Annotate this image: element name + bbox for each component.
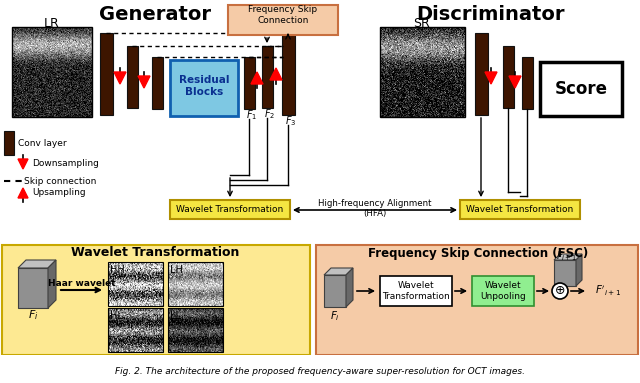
Text: Conv layer: Conv layer bbox=[18, 139, 67, 147]
Bar bbox=[503, 46, 514, 108]
Bar bbox=[554, 260, 576, 286]
Bar bbox=[4, 131, 14, 155]
Bar bbox=[324, 275, 346, 307]
Text: HH: HH bbox=[110, 265, 125, 275]
Text: $F'_{i+1}$: $F'_{i+1}$ bbox=[595, 284, 621, 298]
Bar bbox=[12, 27, 92, 117]
Polygon shape bbox=[576, 254, 582, 286]
Text: High-frequency Alignment: High-frequency Alignment bbox=[318, 198, 432, 208]
Polygon shape bbox=[485, 72, 497, 84]
Bar bbox=[522, 57, 533, 109]
Text: Score: Score bbox=[554, 80, 607, 98]
Text: Generator: Generator bbox=[99, 5, 211, 23]
Polygon shape bbox=[18, 260, 56, 268]
Polygon shape bbox=[554, 254, 582, 260]
Text: $F_2$: $F_2$ bbox=[264, 107, 276, 121]
Bar bbox=[127, 46, 138, 108]
Bar bbox=[244, 57, 255, 109]
Text: $F_i$: $F_i$ bbox=[330, 309, 340, 323]
Bar bbox=[170, 200, 290, 219]
Polygon shape bbox=[18, 159, 28, 169]
Text: Haar wavelet: Haar wavelet bbox=[48, 278, 116, 288]
Bar bbox=[0, 355, 640, 383]
Text: Downsampling: Downsampling bbox=[32, 159, 99, 167]
Text: $F_3$: $F_3$ bbox=[285, 114, 297, 128]
Polygon shape bbox=[251, 72, 263, 84]
Text: Wavelet Transformation: Wavelet Transformation bbox=[177, 205, 284, 213]
Bar bbox=[472, 276, 534, 306]
Text: Fig. 2. The architecture of the proposed frequency-aware super-resolution for OC: Fig. 2. The architecture of the proposed… bbox=[115, 367, 525, 375]
Bar bbox=[18, 268, 48, 308]
Text: Upsampling: Upsampling bbox=[32, 188, 86, 196]
Text: LL: LL bbox=[170, 311, 181, 321]
Text: Wavelet
Transformation: Wavelet Transformation bbox=[382, 281, 450, 301]
Bar bbox=[380, 27, 465, 117]
Bar bbox=[540, 62, 622, 116]
Bar bbox=[460, 200, 580, 219]
Text: $F_{i+1}$: $F_{i+1}$ bbox=[556, 249, 578, 263]
Text: Frequency Skip
Connection: Frequency Skip Connection bbox=[248, 5, 317, 25]
Bar bbox=[0, 0, 640, 243]
Polygon shape bbox=[509, 76, 521, 88]
Bar bbox=[168, 262, 223, 306]
Bar bbox=[262, 46, 273, 108]
Bar bbox=[475, 33, 488, 115]
Text: $\oplus$: $\oplus$ bbox=[554, 285, 566, 298]
Bar bbox=[380, 276, 452, 306]
Bar bbox=[108, 308, 163, 352]
Bar bbox=[316, 245, 638, 355]
Text: $F_1$: $F_1$ bbox=[246, 108, 258, 122]
Text: LR: LR bbox=[44, 16, 60, 29]
Text: (HFA): (HFA) bbox=[364, 208, 387, 218]
Text: Wavelet Transformation: Wavelet Transformation bbox=[71, 247, 239, 260]
Bar bbox=[2, 245, 310, 355]
Bar bbox=[168, 308, 223, 352]
Text: HL: HL bbox=[110, 311, 123, 321]
Bar bbox=[170, 60, 238, 116]
Bar bbox=[282, 33, 295, 115]
Text: Discriminator: Discriminator bbox=[416, 5, 564, 23]
Text: LH: LH bbox=[170, 265, 183, 275]
Polygon shape bbox=[270, 68, 282, 80]
Polygon shape bbox=[324, 268, 353, 275]
Text: Wavelet Transformation: Wavelet Transformation bbox=[467, 205, 573, 213]
Polygon shape bbox=[18, 188, 28, 198]
Text: $F_i$: $F_i$ bbox=[28, 308, 38, 322]
Text: Wavelet
Unpooling: Wavelet Unpooling bbox=[480, 281, 526, 301]
Text: Skip connection: Skip connection bbox=[24, 177, 97, 185]
Bar bbox=[100, 33, 113, 115]
Text: SR: SR bbox=[413, 16, 430, 29]
Bar bbox=[108, 262, 163, 306]
Polygon shape bbox=[114, 72, 126, 84]
Polygon shape bbox=[138, 76, 150, 88]
Circle shape bbox=[552, 283, 568, 299]
Polygon shape bbox=[346, 268, 353, 307]
Bar bbox=[228, 5, 338, 35]
Text: Residual
Blocks: Residual Blocks bbox=[179, 75, 229, 97]
Bar bbox=[152, 57, 163, 109]
Polygon shape bbox=[48, 260, 56, 308]
Text: Frequency Skip Connection (FSC): Frequency Skip Connection (FSC) bbox=[368, 247, 588, 260]
